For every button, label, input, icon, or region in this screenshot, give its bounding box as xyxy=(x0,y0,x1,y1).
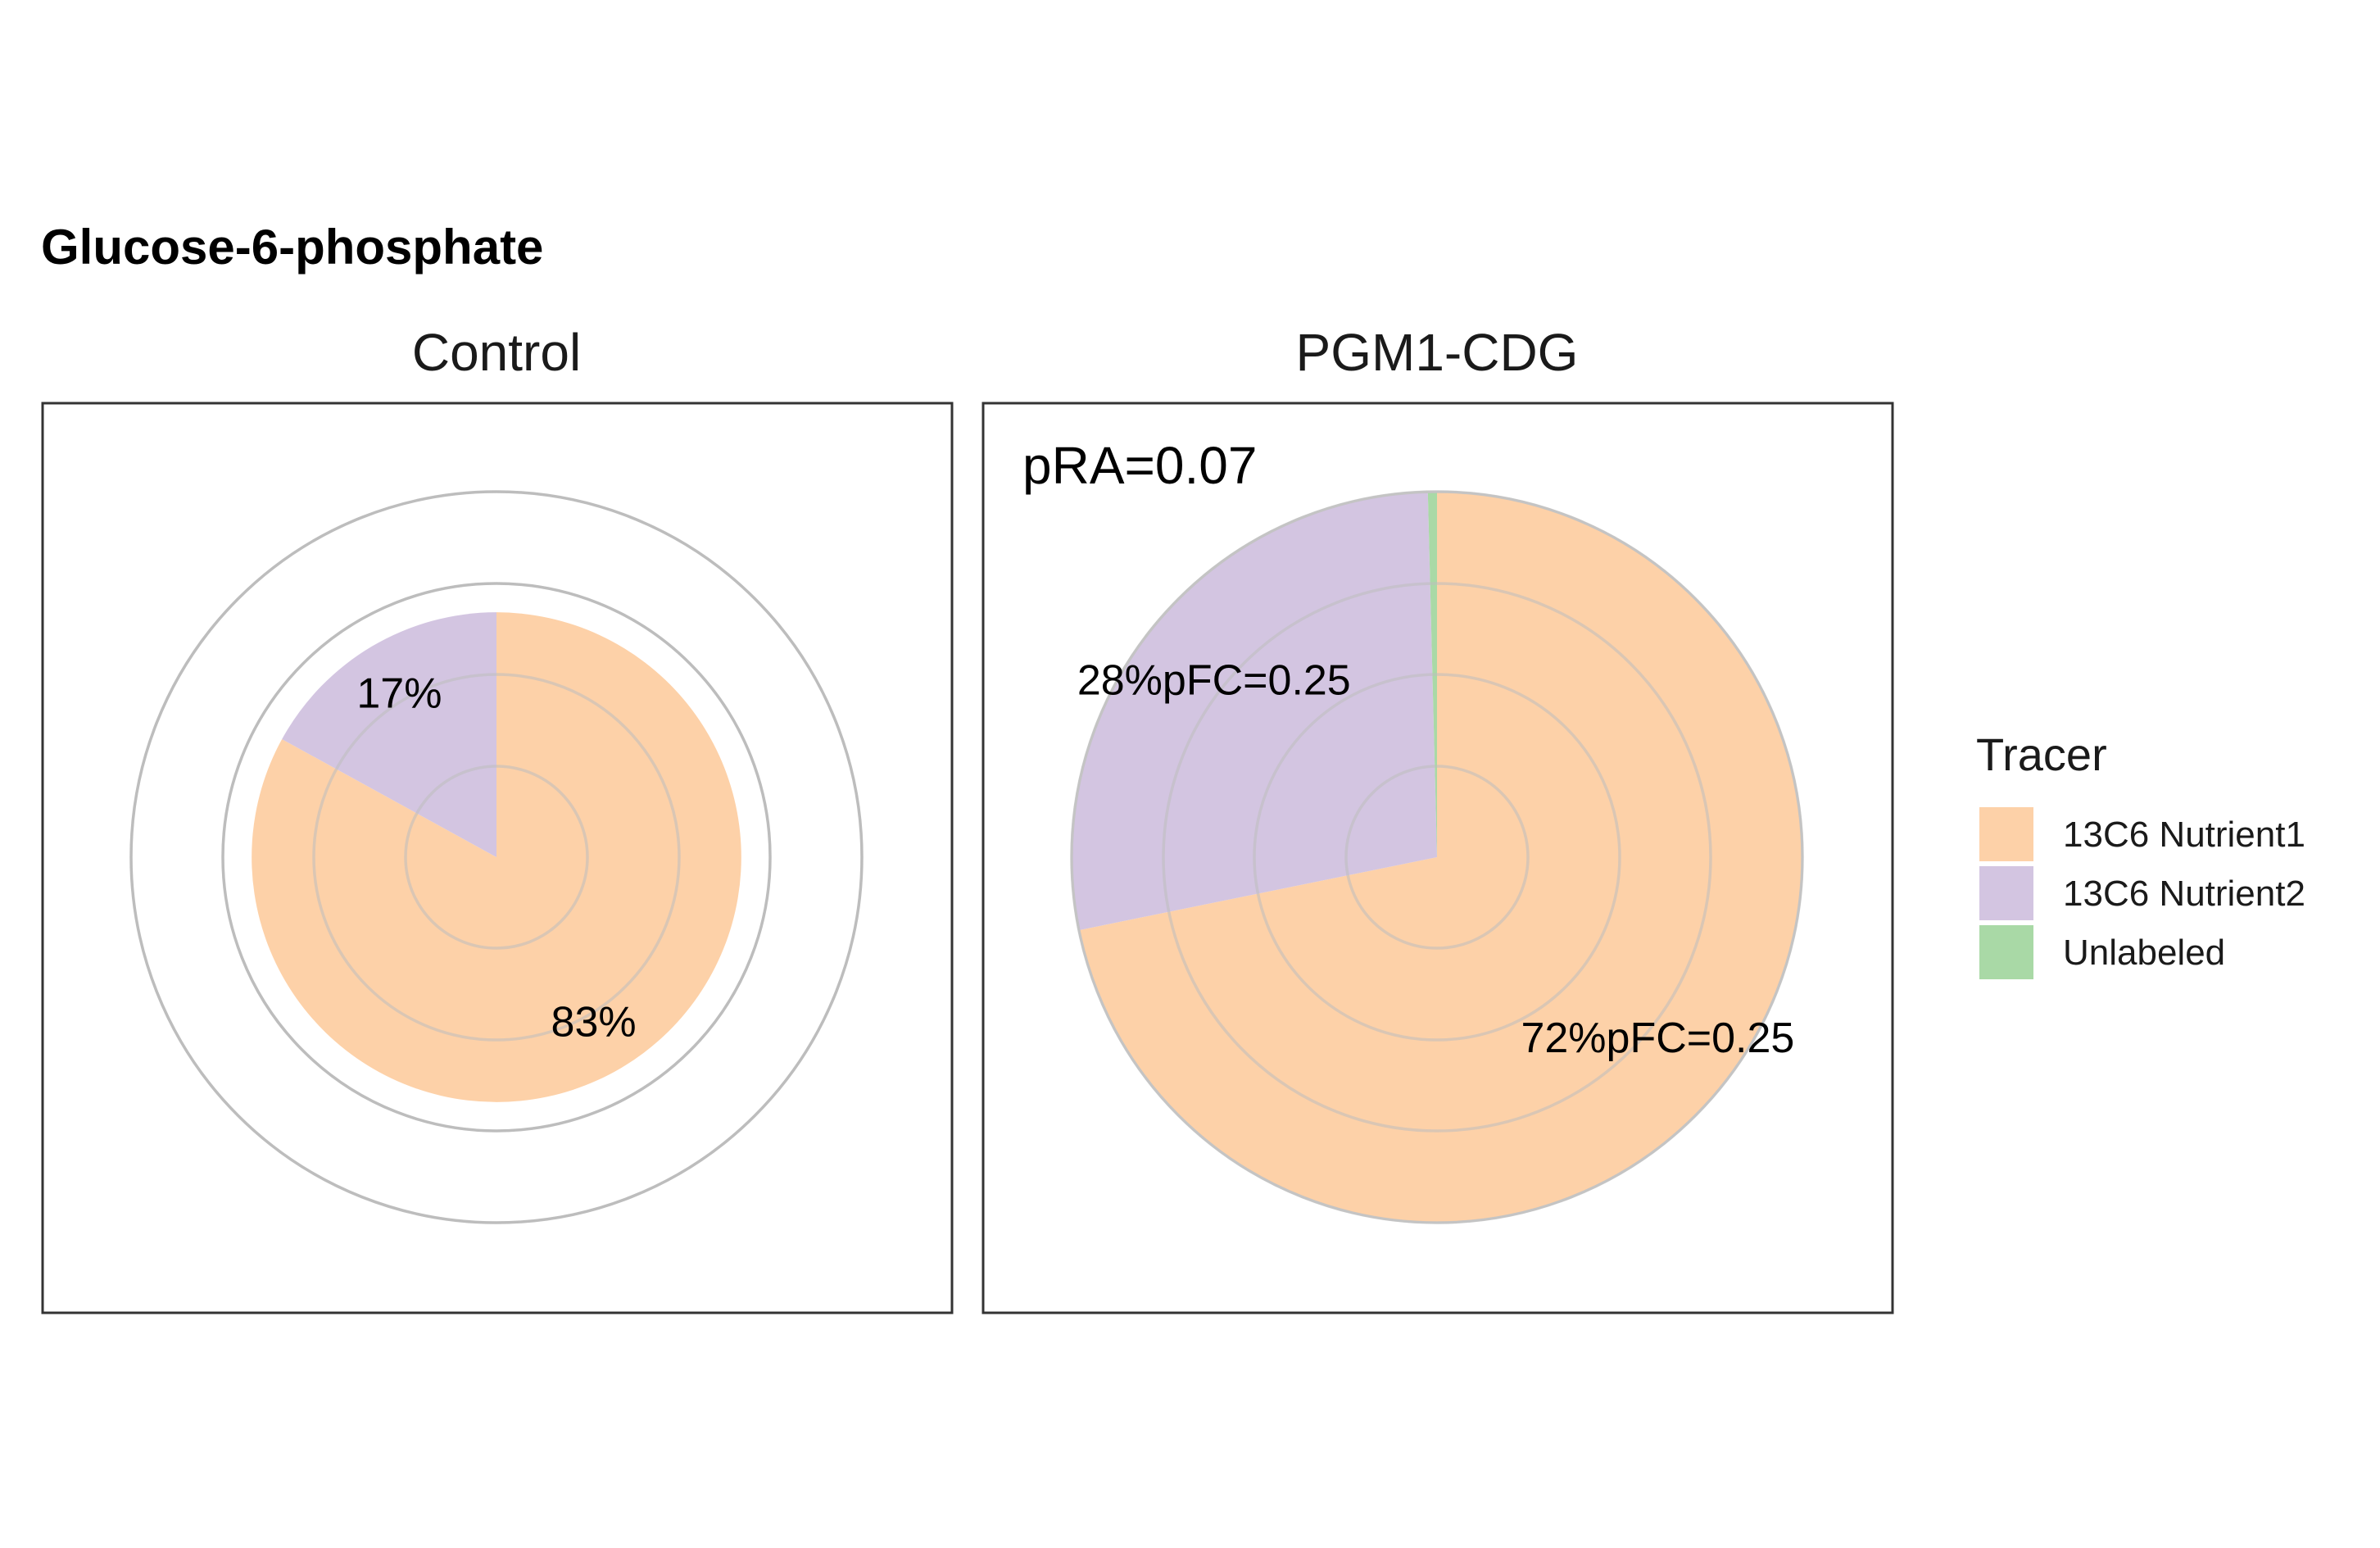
slice-labels-pgm1-cdg: 72%pFC=0.25 28%pFC=0.25 xyxy=(1077,656,1794,1062)
pie-slice-pgm1-cdg-13c6-nutrient2 xyxy=(1071,492,1437,931)
panel-title-control: Control xyxy=(412,323,581,382)
pra-annotation: pRA=0.07 xyxy=(1022,436,1257,495)
grid-ring xyxy=(312,673,681,1042)
pie-slice-control-13c6-nutrient1 xyxy=(252,612,741,1102)
legend-label-unlabeled: Unlabeled xyxy=(2063,933,2225,973)
grid-ring xyxy=(404,765,589,950)
grid-rings-pgm1-cdg xyxy=(1070,490,1804,1224)
legend-label-13c6-nutrient2: 13C6 Nutrient2 xyxy=(2063,874,2305,914)
grid-ring xyxy=(129,490,864,1224)
pie-slice-pgm1-cdg-13c6-nutrient1 xyxy=(1078,492,1802,1223)
grid-ring xyxy=(1344,765,1530,950)
legend-swatch-13c6-nutrient1 xyxy=(1979,807,2033,861)
panel-frame-pgm1-cdg xyxy=(981,402,1894,1314)
panel-frame-control xyxy=(41,402,954,1314)
pie-outline xyxy=(1070,490,1804,1224)
slice-label-control-13c6-nutrient1: 83% xyxy=(551,999,637,1046)
slice-label-control-13c6-nutrient2: 17% xyxy=(356,670,442,717)
legend-swatch-13c6-nutrient2 xyxy=(1979,866,2033,920)
grid-ring xyxy=(1162,582,1712,1133)
legend-swatch-unlabeled xyxy=(1979,925,2033,979)
panel-title-pgm1-cdg: PGM1-CDG xyxy=(1296,323,1579,382)
slice-label-pgm1-cdg-13c6-nutrient1: 72%pFC=0.25 xyxy=(1521,1015,1794,1062)
slice-label-pgm1-cdg-13c6-nutrient2: 28%pFC=0.25 xyxy=(1077,656,1351,704)
chart-title: Glucose-6-phosphate xyxy=(41,220,543,275)
pie-slice-control-13c6-nutrient2 xyxy=(282,612,496,857)
grid-rings-control xyxy=(129,490,864,1224)
grid-ring xyxy=(1253,673,1621,1042)
legend-label-13c6-nutrient1: 13C6 Nutrient1 xyxy=(2063,815,2305,855)
slices-control xyxy=(252,612,741,1102)
legend-title: Tracer xyxy=(1976,729,2107,780)
slice-labels-control: 83% 17% xyxy=(356,670,636,1046)
slices-pgm1-cdg xyxy=(1071,492,1802,1223)
grid-ring xyxy=(221,582,772,1133)
legend: 13C6 Nutrient1 13C6 Nutrient2 Unlabeled xyxy=(1979,807,2305,979)
